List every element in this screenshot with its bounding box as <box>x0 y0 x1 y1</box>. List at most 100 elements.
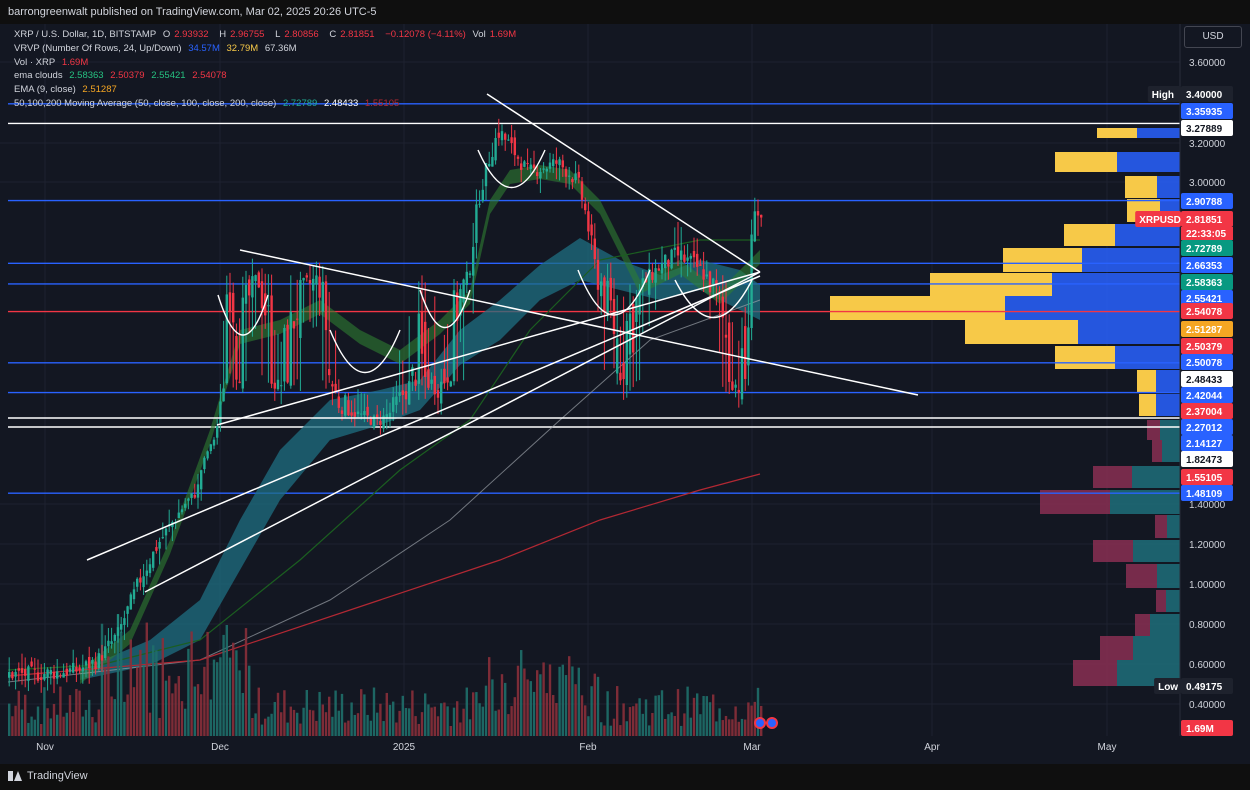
volume-profile-down-bar <box>1139 394 1156 416</box>
candle-body <box>539 171 542 179</box>
candle-body <box>97 653 100 669</box>
volume-bar <box>395 722 398 736</box>
volume-bar <box>27 722 30 736</box>
candle-body <box>280 385 283 387</box>
volume-bar <box>577 667 580 736</box>
symbol-name[interactable]: XRP / U.S. Dollar, 1D, BITSTAMP <box>14 29 157 40</box>
volume-bar <box>740 718 744 736</box>
volume-bar <box>616 686 619 736</box>
volume-bar <box>94 722 97 736</box>
ma-label[interactable]: 50,100,200 Moving Average (50, close, 10… <box>14 97 277 109</box>
volume-bar <box>446 706 449 736</box>
volume-bar <box>625 721 628 736</box>
candle-body <box>17 668 20 671</box>
volume-bar <box>161 638 164 736</box>
cup-pattern-arc <box>419 289 471 329</box>
volume-bar <box>283 690 286 736</box>
candle-body <box>180 509 184 513</box>
candle-body <box>376 414 379 419</box>
candle-body <box>680 250 683 260</box>
price-label-badge <box>1181 720 1233 736</box>
candle-body <box>705 274 708 277</box>
candle-body <box>283 327 286 382</box>
volume-bar <box>430 707 433 736</box>
price-label-tag: Low <box>1158 682 1178 693</box>
price-label-tag: XRPUSD <box>1139 215 1181 226</box>
volume-profile-up-bar <box>1156 394 1180 416</box>
candle-body <box>398 392 401 396</box>
vrvp-label[interactable]: VRVP (Number Of Rows, 24, Up/Down) <box>14 42 182 54</box>
volume-bar <box>369 720 372 736</box>
volume-bar <box>302 707 305 736</box>
ema-value: 2.51287 <box>82 84 117 96</box>
candle-body <box>721 296 724 318</box>
price-tick-label: 3.00000 <box>1189 178 1226 189</box>
volume-bar <box>462 708 465 736</box>
volume-bar <box>696 693 699 736</box>
candle-body <box>232 292 235 323</box>
volume-bar <box>654 695 657 736</box>
price-label-tag: High <box>1152 90 1174 101</box>
candle-body <box>36 672 40 681</box>
price-label-text: 1.48109 <box>1186 489 1223 500</box>
tradingview-logo-icon <box>8 771 22 781</box>
volume-bar <box>427 704 430 736</box>
volume-bar <box>104 668 107 736</box>
time-tick-label: Mar <box>743 742 761 753</box>
volume-bar <box>660 690 664 736</box>
candle-body <box>369 418 372 425</box>
volume-bar <box>273 702 276 736</box>
price-chart[interactable]: 3.60000 3.20000 3.00000 1.40000 1.20000 1.000… <box>0 24 1250 764</box>
volume-bar <box>328 696 331 736</box>
volume-profile-down-bar <box>965 320 1078 344</box>
volume-bar <box>78 690 81 736</box>
ma100-value: 2.48433 <box>323 97 359 109</box>
candle-body <box>564 168 568 177</box>
candle-body <box>164 528 168 536</box>
candle-body <box>616 338 619 374</box>
time-tick-label: Dec <box>211 742 229 753</box>
tradingview-logo[interactable]: TradingView <box>8 770 88 782</box>
price-label: 3.40000 High <box>1147 86 1233 102</box>
candle-body <box>692 251 696 258</box>
candle-body <box>52 672 56 679</box>
candle-body <box>756 211 760 216</box>
volume-bar <box>548 664 552 736</box>
vrvp-down: 32.79M <box>226 42 259 54</box>
volume-bar <box>388 704 392 736</box>
candle-body <box>430 379 433 384</box>
volxrp-label[interactable]: Vol · XRP <box>14 56 56 68</box>
price-label: 0.49175 Low <box>1154 678 1233 694</box>
price-label-text: 2.55421 <box>1186 294 1223 305</box>
cup-pattern-arc <box>477 149 546 189</box>
volume-bar <box>62 716 65 736</box>
volume-bar <box>97 709 100 736</box>
price-label-badge <box>1181 469 1233 485</box>
candle-body <box>33 668 36 670</box>
volume-bar <box>408 708 411 736</box>
volume-bar <box>299 723 302 736</box>
volume-bar <box>100 623 104 736</box>
volume-profile-up-bar <box>1160 420 1180 440</box>
candle-body <box>520 163 523 170</box>
price-label: 2.50379 <box>1181 338 1233 354</box>
volume-profile-up-bar <box>1115 346 1180 369</box>
volume-bar <box>664 718 667 736</box>
volume-bar <box>494 710 497 736</box>
candle-body <box>372 415 376 428</box>
currency-button[interactable]: USD <box>1184 26 1242 48</box>
volume-bar <box>340 693 344 736</box>
vrvp-up: 34.57M <box>188 42 220 54</box>
volume-bar <box>376 712 379 736</box>
volume-bar <box>305 689 308 736</box>
candle-body <box>424 321 427 377</box>
price-label: 2.58363 <box>1181 274 1233 290</box>
candle-body <box>196 484 200 498</box>
candle-body <box>257 272 260 288</box>
volume-bar <box>337 710 340 736</box>
ema-label[interactable]: EMA (9, close) <box>14 84 76 96</box>
chart-area[interactable]: 3.60000 3.20000 3.00000 1.40000 1.20000 1.000… <box>0 24 1250 764</box>
volume-bar <box>436 716 440 736</box>
volume-bar <box>558 666 561 736</box>
emaclouds-label[interactable]: ema clouds <box>14 70 63 82</box>
